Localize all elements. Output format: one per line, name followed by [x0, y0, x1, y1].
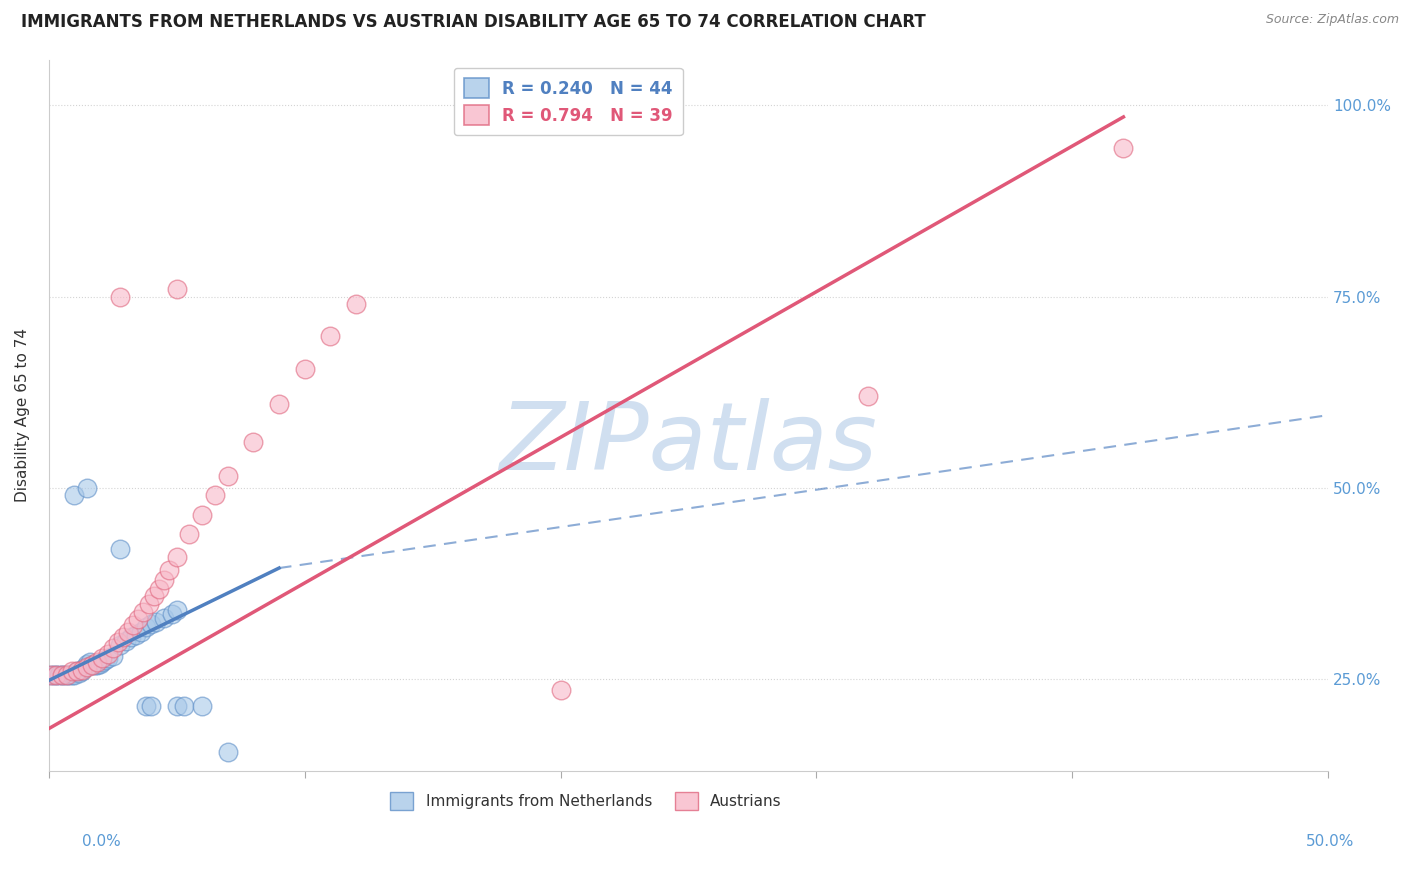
Point	[142, 590, 165, 604]
Point	[76, 660, 98, 674]
Point	[148, 582, 170, 596]
Point	[69, 665, 91, 680]
Point	[139, 698, 162, 713]
Point	[117, 624, 139, 639]
Point	[89, 657, 111, 671]
Point	[173, 698, 195, 713]
Point	[166, 549, 188, 564]
Point	[122, 618, 145, 632]
Point	[48, 668, 70, 682]
Point	[51, 668, 73, 682]
Point	[82, 658, 104, 673]
Point	[344, 297, 367, 311]
Point	[76, 657, 98, 671]
Point	[63, 488, 86, 502]
Text: 0.0%: 0.0%	[82, 834, 121, 848]
Point	[267, 397, 290, 411]
Point	[97, 650, 120, 665]
Point	[217, 745, 239, 759]
Point	[138, 597, 160, 611]
Point	[1112, 140, 1135, 154]
Point	[94, 653, 117, 667]
Legend: Immigrants from Netherlands, Austrians: Immigrants from Netherlands, Austrians	[384, 786, 787, 816]
Point	[39, 668, 62, 682]
Point	[86, 658, 108, 673]
Point	[76, 481, 98, 495]
Point	[110, 541, 132, 556]
Point	[79, 655, 101, 669]
Point	[135, 698, 157, 713]
Point	[204, 488, 226, 502]
Point	[107, 635, 129, 649]
Point	[550, 683, 572, 698]
Point	[86, 655, 108, 669]
Point	[110, 638, 132, 652]
Point	[39, 668, 62, 682]
Point	[58, 668, 80, 682]
Point	[217, 469, 239, 483]
Point	[129, 624, 152, 639]
Point	[53, 668, 76, 682]
Point	[153, 573, 176, 587]
Point	[91, 655, 114, 669]
Text: Source: ZipAtlas.com: Source: ZipAtlas.com	[1265, 13, 1399, 27]
Point	[166, 698, 188, 713]
Point	[110, 290, 132, 304]
Point	[125, 627, 148, 641]
Point	[97, 648, 120, 662]
Text: 50.0%: 50.0%	[1306, 834, 1354, 848]
Point	[179, 526, 201, 541]
Point	[132, 605, 155, 619]
Point	[42, 668, 65, 682]
Point	[45, 668, 67, 682]
Point	[139, 616, 162, 631]
Text: IMMIGRANTS FROM NETHERLANDS VS AUSTRIAN DISABILITY AGE 65 TO 74 CORRELATION CHAR: IMMIGRANTS FROM NETHERLANDS VS AUSTRIAN …	[21, 13, 925, 31]
Point	[55, 668, 77, 682]
Point	[51, 668, 73, 682]
Point	[73, 660, 96, 674]
Point	[66, 665, 89, 679]
Point	[70, 663, 93, 677]
Point	[55, 668, 77, 682]
Y-axis label: Disability Age 65 to 74: Disability Age 65 to 74	[15, 328, 30, 502]
Point	[145, 615, 167, 629]
Point	[242, 434, 264, 449]
Point	[60, 668, 83, 682]
Point	[63, 668, 86, 682]
Point	[135, 620, 157, 634]
Point	[166, 282, 188, 296]
Point	[66, 665, 89, 679]
Point	[127, 612, 149, 626]
Point	[101, 648, 124, 663]
Point	[153, 611, 176, 625]
Point	[114, 633, 136, 648]
Point	[166, 603, 188, 617]
Point	[157, 563, 180, 577]
Point	[294, 362, 316, 376]
Point	[70, 665, 93, 679]
Point	[160, 607, 183, 621]
Point	[91, 650, 114, 665]
Point	[191, 698, 214, 713]
Point	[856, 389, 879, 403]
Text: ZIPatlas: ZIPatlas	[499, 398, 877, 489]
Point	[45, 668, 67, 682]
Point	[111, 630, 134, 644]
Point	[83, 658, 105, 673]
Point	[120, 630, 142, 644]
Point	[319, 329, 342, 343]
Point	[101, 641, 124, 656]
Point	[60, 665, 83, 679]
Point	[82, 658, 104, 673]
Point	[191, 508, 214, 522]
